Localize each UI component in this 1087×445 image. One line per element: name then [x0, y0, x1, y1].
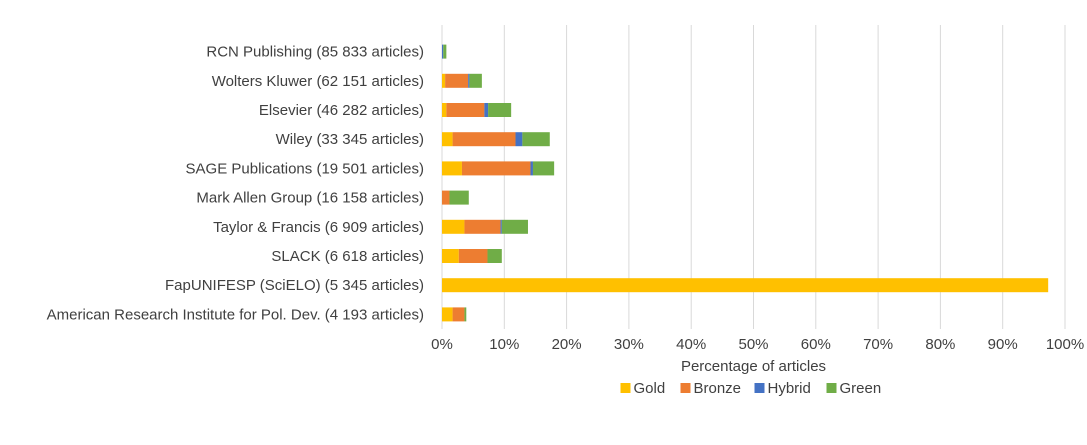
bar-gold: [442, 73, 446, 88]
bar-gold: [442, 278, 1049, 293]
category-label: RCN Publishing (85 833 articles): [206, 44, 424, 61]
legend-label: Green: [840, 380, 882, 397]
bar-green: [449, 190, 469, 205]
bar-gold: [442, 103, 447, 117]
bar-green: [469, 73, 482, 88]
bar-gold: [442, 307, 453, 322]
bar-green: [487, 249, 502, 263]
legend-swatch-hybrid: [754, 383, 765, 393]
category-labels: RCN Publishing (85 833 articles) Wolters …: [47, 44, 424, 324]
bar-bronze: [446, 103, 485, 117]
bar-bronze: [452, 132, 516, 147]
bar-hybrid: [484, 103, 489, 117]
bar-hybrid: [500, 219, 502, 234]
bars: [442, 44, 1049, 322]
bar-green: [488, 103, 512, 117]
x-tick-label: 10%: [489, 336, 519, 353]
x-tick-label: 50%: [738, 336, 768, 353]
category-label: SAGE Publications (19 501 articles): [186, 160, 424, 177]
x-tick-label: 20%: [552, 336, 582, 353]
x-tick-label: 80%: [925, 336, 955, 353]
bar-green: [532, 161, 555, 176]
legend: Gold Bronze Hybrid Green: [620, 380, 882, 397]
bar-hybrid: [530, 161, 533, 176]
bar-gold: [442, 219, 465, 234]
legend-swatch-bronze: [680, 383, 691, 393]
bar-green: [443, 44, 447, 59]
bar-bronze: [458, 249, 488, 263]
bar-green: [522, 132, 550, 147]
bar-hybrid: [468, 73, 470, 88]
category-label: SLACK (6 618 articles): [271, 248, 424, 265]
category-label: FapUNIFESP (SciELO) (5 345 articles): [165, 277, 424, 294]
legend-swatch-gold: [620, 383, 631, 393]
x-tick-labels: 0% 10% 20% 30% 40% 50% 60% 70% 80% 90% 100%: [431, 336, 1084, 353]
category-label: Elsevier (46 282 articles): [259, 102, 424, 119]
legend-label: Gold: [634, 380, 666, 397]
x-tick-label: 90%: [988, 336, 1018, 353]
x-axis-title: Percentage of articles: [681, 358, 826, 375]
bar-gold: [442, 132, 453, 147]
x-tick-label: 30%: [614, 336, 644, 353]
legend-swatch-green: [826, 383, 837, 393]
bar-hybrid: [515, 132, 523, 147]
bar-bronze: [445, 73, 469, 88]
x-tick-label: 0%: [431, 336, 453, 353]
bar-green: [501, 219, 528, 234]
bar-bronze: [452, 307, 465, 322]
bar-bronze: [461, 161, 531, 176]
bar-bronze: [464, 219, 501, 234]
bar-hybrid: [442, 44, 444, 59]
x-tick-label: 100%: [1046, 336, 1084, 353]
category-label: Taylor & Francis (6 909 articles): [213, 219, 424, 236]
x-tick-label: 70%: [863, 336, 893, 353]
category-label: Mark Allen Group (16 158 articles): [196, 190, 424, 207]
bar-gold: [442, 249, 459, 263]
bar-green: [464, 307, 467, 322]
legend-label: Hybrid: [768, 380, 811, 397]
x-tick-label: 40%: [676, 336, 706, 353]
bar-bronze: [442, 190, 450, 205]
category-label: Wiley (33 345 articles): [276, 131, 424, 148]
category-label: Wolters Kluwer (62 151 articles): [212, 73, 424, 90]
x-tick-label: 60%: [801, 336, 831, 353]
legend-label: Bronze: [694, 380, 742, 397]
bar-gold: [442, 161, 462, 176]
category-label: American Research Institute for Pol. Dev…: [47, 306, 424, 323]
